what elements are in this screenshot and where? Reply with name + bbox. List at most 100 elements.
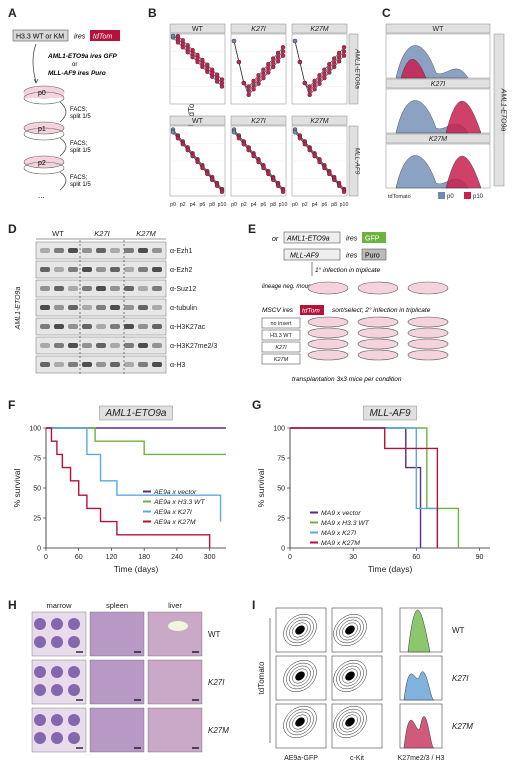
tdtom-label: tdTom xyxy=(93,34,112,41)
b-xtick: p2 xyxy=(180,202,186,208)
b-xtick: p4 xyxy=(251,202,257,208)
i-contour xyxy=(295,717,305,727)
b-point xyxy=(251,82,256,88)
b-point xyxy=(317,77,322,82)
d-band xyxy=(124,305,134,310)
d-band xyxy=(152,305,162,310)
panel-letter-i: I xyxy=(252,598,256,612)
d-band xyxy=(82,343,92,348)
i-contour xyxy=(336,616,364,644)
d-band xyxy=(54,343,64,348)
e-tdtom: tdTom xyxy=(302,308,320,315)
facs-step-1: FACS; xyxy=(70,107,88,113)
b-xtick: p0 xyxy=(231,202,237,208)
panel-letter-e: E xyxy=(248,222,257,236)
d-band xyxy=(110,267,120,272)
y-tick-label: 0 xyxy=(37,546,41,553)
panel-h-histology: marrow spleen liver WT K27I K27M xyxy=(31,601,229,753)
b-point xyxy=(327,171,332,177)
b-xtick: p8 xyxy=(270,202,276,208)
b-point xyxy=(341,189,347,195)
x-tick-label: 90 xyxy=(476,554,484,561)
i-contour xyxy=(283,660,317,692)
panel-letter-f: F xyxy=(8,398,16,412)
b-point xyxy=(275,59,281,64)
b-point xyxy=(322,71,327,77)
h-column-label: liver xyxy=(168,601,182,610)
d-band xyxy=(40,324,50,329)
construct1-label: AML1-ETO9a ires GFP xyxy=(47,53,118,60)
y-tick-label: 100 xyxy=(273,426,285,433)
d-band xyxy=(124,362,134,367)
panel-letter-b: B xyxy=(148,6,157,20)
c-strip xyxy=(385,78,491,89)
b-point xyxy=(322,67,327,72)
e-bm-dish xyxy=(357,281,399,295)
i-contour xyxy=(333,614,367,646)
x-axis-label: Time (days) xyxy=(114,564,159,574)
chart-title-box xyxy=(363,405,417,421)
b-point xyxy=(251,78,256,84)
b-strip-0-1 xyxy=(230,23,287,34)
b-col-title: K27M xyxy=(310,118,328,125)
b-xtick: p2 xyxy=(241,202,247,208)
b-point xyxy=(275,183,281,189)
d-band xyxy=(68,362,78,367)
b-point xyxy=(317,81,322,86)
b-point xyxy=(322,165,327,171)
b-point xyxy=(275,54,281,60)
b-point xyxy=(336,50,342,56)
i-contour xyxy=(342,714,358,730)
b-point xyxy=(317,159,322,165)
or-label: or xyxy=(72,62,77,68)
d-blot-strip xyxy=(35,260,167,279)
i-row-label: K27I xyxy=(452,674,469,683)
d-band xyxy=(124,267,134,272)
e-condition-box xyxy=(261,329,301,341)
c-strip xyxy=(385,23,491,34)
b-point xyxy=(270,60,276,65)
b-point xyxy=(256,159,261,165)
c-row-title: AML1-ETO9a xyxy=(500,88,507,132)
e-construct1: AML1-ETO9a xyxy=(286,236,330,243)
d-band xyxy=(68,267,78,272)
h-row-label: K27M xyxy=(208,726,229,735)
e-stack-dish xyxy=(357,338,399,350)
d-band xyxy=(152,343,162,348)
facs-step-2: FACS; xyxy=(70,141,88,147)
b-point xyxy=(341,53,347,58)
x-tick-label: 120 xyxy=(106,554,118,561)
d-band xyxy=(54,286,64,291)
b-xtick: p0 xyxy=(170,202,176,208)
b-point xyxy=(307,84,312,89)
h-cell xyxy=(51,666,63,678)
series-line-2 xyxy=(290,427,439,548)
panel-letter-d: D xyxy=(8,222,17,236)
y-axis-label: % survival xyxy=(256,469,266,508)
b-col-title: K27I xyxy=(251,26,265,33)
series-line-3 xyxy=(290,427,439,548)
legend-label: AE9a x vector xyxy=(153,489,197,496)
b-point xyxy=(266,70,271,75)
i-flow-plot xyxy=(331,655,383,701)
i-contour xyxy=(345,717,355,727)
d-band xyxy=(40,362,50,367)
e-stack-dish xyxy=(407,349,449,361)
c-legend-label: p10 xyxy=(473,194,484,200)
b-point xyxy=(327,61,332,67)
b-xtick: p8 xyxy=(209,202,215,208)
panel-letter-h: H xyxy=(8,598,17,612)
h-cell xyxy=(51,618,63,630)
b-point xyxy=(251,153,256,159)
y-axis-label: % survival xyxy=(12,469,22,508)
vector-label: H3.3 WT or KM xyxy=(16,34,64,41)
b-point xyxy=(292,130,298,135)
b-point xyxy=(307,147,312,153)
d-band xyxy=(110,286,120,291)
b-xtick: p10 xyxy=(279,202,288,208)
i-flow-plot xyxy=(331,703,383,749)
b-row-strip xyxy=(348,125,359,197)
d-band xyxy=(40,267,50,272)
d-band xyxy=(40,343,50,348)
b-point xyxy=(297,59,303,65)
